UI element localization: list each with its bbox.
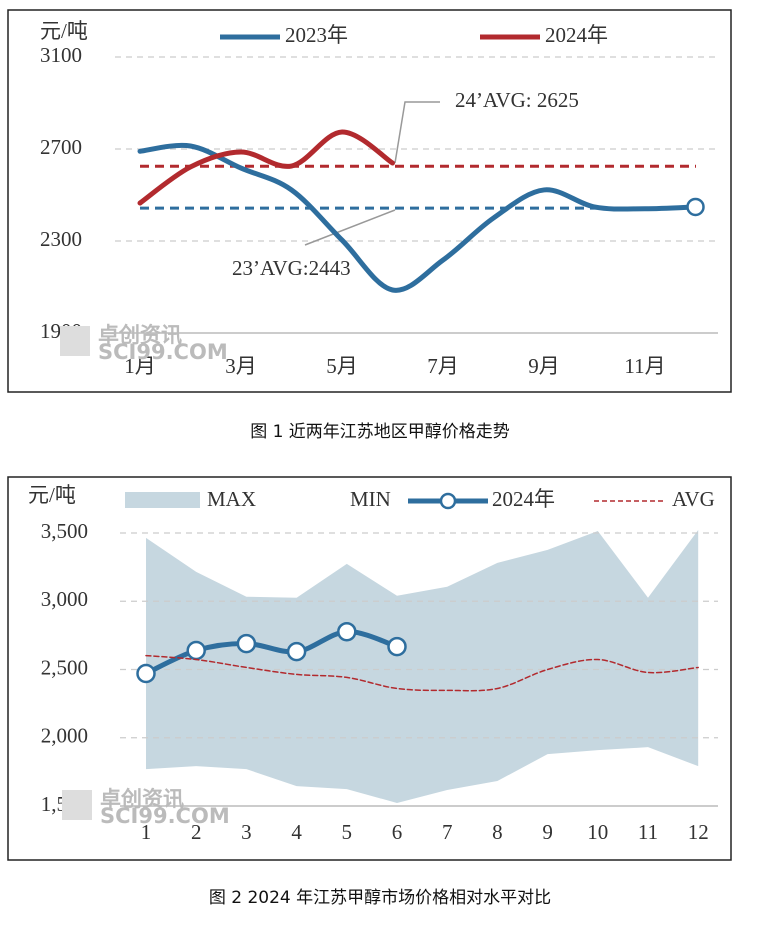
x-tick-label: 3月 xyxy=(225,354,257,378)
x-tick-label: 6 xyxy=(392,820,403,844)
chart: 元/吨1,5002,0002,5003,0003,500123456789101… xyxy=(7,476,732,908)
watermark: 卓创资讯 xyxy=(98,323,182,347)
point-marker xyxy=(686,197,705,217)
x-tick-label: 5月 xyxy=(326,354,358,378)
watermark: SCI99.COM xyxy=(98,340,228,364)
y-axis-label: 元/吨 xyxy=(28,483,76,507)
x-tick-label: 1 xyxy=(141,820,152,844)
x-tick-label: 12 xyxy=(688,820,709,844)
legend-label: 2023年 xyxy=(285,23,348,47)
y-tick-label: 3,500 xyxy=(41,519,88,543)
x-tick-label: 9月 xyxy=(528,354,560,378)
point-marker xyxy=(286,641,307,662)
point-marker xyxy=(337,621,357,642)
annotation-leader xyxy=(394,101,440,164)
x-tick-label: 11月 xyxy=(624,354,665,378)
watermark: 卓创资讯 xyxy=(100,787,184,811)
chart: 元/吨19002300270031001月3月5月7月9月11月卓创资讯SCI9… xyxy=(7,9,732,442)
y-axis-label: 元/吨 xyxy=(40,19,88,43)
x-tick-label: 4 xyxy=(291,820,302,844)
x-tick-label: 2 xyxy=(191,820,202,844)
series-line xyxy=(137,129,395,206)
chart-frame xyxy=(7,476,732,861)
legend-label: AVG xyxy=(672,487,715,511)
point-marker xyxy=(136,663,156,684)
y-tick-label: 3,000 xyxy=(41,587,88,611)
chart-frame xyxy=(7,9,732,393)
figure-caption: 图 2 2024 年江苏甲醇市场价格相对水平对比 xyxy=(209,888,551,908)
x-tick-label: 5 xyxy=(342,820,353,844)
y-tick-label: 2300 xyxy=(40,227,82,251)
watermark-logo xyxy=(62,790,92,820)
legend-label: 2024年 xyxy=(545,23,608,47)
y-tick-label: 2,500 xyxy=(41,655,88,679)
watermark-logo xyxy=(60,326,90,356)
x-tick-label: 7 xyxy=(442,820,453,844)
point-marker xyxy=(387,636,407,657)
legend-label: MIN xyxy=(350,487,391,511)
x-tick-label: 11 xyxy=(638,820,658,844)
y-tick-label: 2,000 xyxy=(41,724,88,748)
legend-swatch xyxy=(125,492,200,508)
annotation: 23’AVG:2443 xyxy=(232,256,351,280)
point-marker xyxy=(236,633,257,654)
legend-marker xyxy=(439,492,457,510)
x-tick-label: 10 xyxy=(587,820,608,844)
annotation-leader xyxy=(304,209,396,246)
range-band xyxy=(146,529,699,803)
x-tick-label: 8 xyxy=(492,820,503,844)
series-line xyxy=(137,142,698,293)
x-tick-label: 1月 xyxy=(124,354,156,378)
x-tick-label: 9 xyxy=(542,820,553,844)
legend-label: MAX xyxy=(207,487,256,511)
x-tick-label: 3 xyxy=(241,820,252,844)
x-tick-label: 7月 xyxy=(427,354,459,378)
watermark: SCI99.COM xyxy=(100,804,230,828)
legend-label: 2024年 xyxy=(492,487,555,511)
series-line xyxy=(145,654,699,692)
annotation: 24’AVG: 2625 xyxy=(455,88,579,112)
point-marker xyxy=(186,640,206,661)
y-tick-label: 3100 xyxy=(40,43,82,67)
figure-caption: 图 1 近两年江苏地区甲醇价格走势 xyxy=(250,422,510,442)
y-tick-label: 2700 xyxy=(40,135,82,159)
